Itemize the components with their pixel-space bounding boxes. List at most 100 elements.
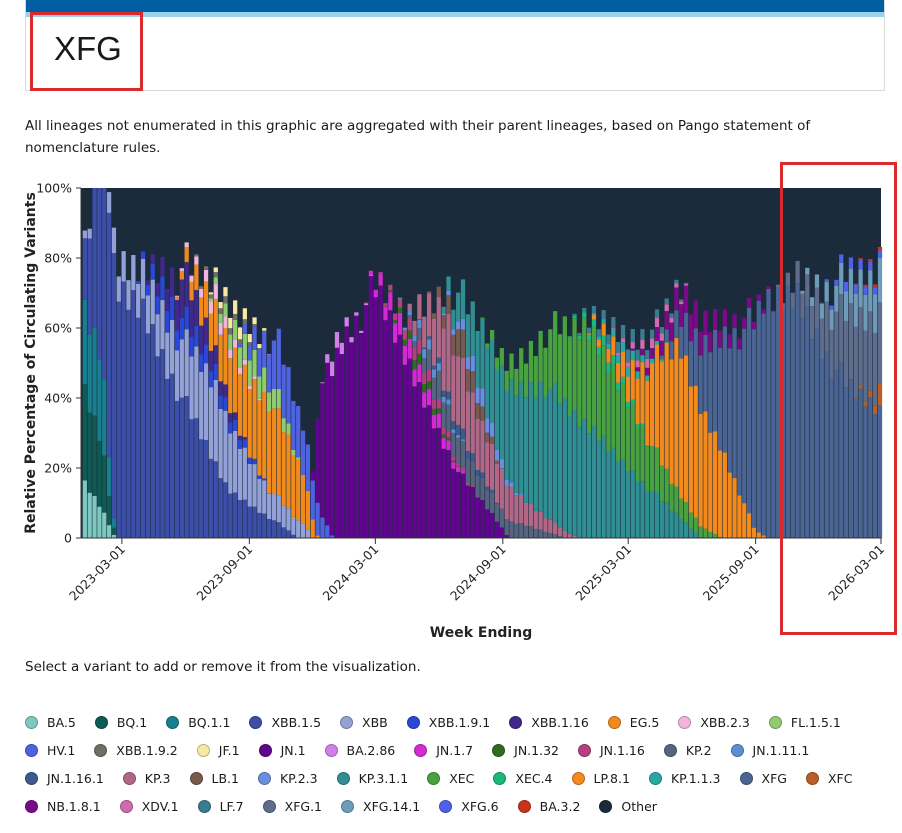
bar-segment-jn-1-16 [460,467,466,471]
legend-item-xec[interactable]: XEC [427,769,474,787]
legend-item-lf-7[interactable]: LF.7 [197,797,244,815]
legend-item-ba-5[interactable]: BA.5 [25,713,76,731]
legend-item-ba-3-2[interactable]: BA.3.2 [517,797,580,815]
legend-item-jn-1-16[interactable]: JN.1.16 [577,741,645,759]
legend-item-fl-1-5-1[interactable]: FL.1.5.1 [768,713,841,731]
bar-segment-xec [523,363,529,398]
bar-segment-jn-1-32 [397,307,403,313]
legend-item-jn-1-11-1[interactable]: JN.1.11.1 [730,741,809,759]
bar-segment-lp-8-1 [669,359,674,485]
bar-segment-kp-2-3 [514,492,519,496]
bar-segment-xec [514,368,519,396]
legend-item-nb-1-8-1[interactable]: NB.1.8.1 [25,797,101,815]
bar-segment-xec [640,425,645,482]
bar-segment-jn-1 [480,500,485,538]
bar-segment-jf-1 [233,300,238,314]
legend-item-xbb-1-9-1[interactable]: XBB.1.9.1 [406,713,490,731]
bar-segment-xfg-1 [824,301,829,352]
legend-item-ba-2-86[interactable]: BA.2.86 [324,741,395,759]
legend-item-xbb-2-3[interactable]: XBB.2.3 [678,713,750,731]
bar-segment-jn-1-16 [446,431,451,438]
legend-item-jf-1[interactable]: JF.1 [196,741,240,759]
legend-item-jn-1-32[interactable]: JN.1.32 [492,741,559,759]
bar-segment-jn-1-7 [412,369,417,387]
legend-item-xfg-1[interactable]: XFG.1 [262,797,322,815]
bar-segment-nb-1-8-1 [640,348,645,356]
legend-item-xec-4[interactable]: XEC.4 [493,769,553,787]
bar-segment-xbb-2-3 [223,316,228,328]
bar-segment-eg-5 [228,358,233,414]
legend-item-bq-1[interactable]: BQ.1 [94,713,147,731]
legend-item-lb-1[interactable]: LB.1 [189,769,239,787]
bar-segment-kp-2 [543,531,548,538]
legend-item-kp-3-1-1[interactable]: KP.3.1.1 [336,769,408,787]
bar-segment-fl-1-5-1 [252,349,257,377]
legend-item-xbb-1-5[interactable]: XBB.1.5 [249,713,321,731]
legend-item-xfc[interactable]: XFC [805,769,852,787]
legend-item-eg-5[interactable]: EG.5 [607,713,659,731]
bar-segment-lp-8-1 [732,478,737,538]
bar-segment-xfg [674,310,679,338]
bar-segment-bq-1-1 [102,379,107,456]
bar-segment-jn-1 [388,310,393,538]
bar-segment-kp-2 [436,370,441,400]
bar-segment-xfg-1 [839,293,844,363]
bar-segment-xfg [877,405,883,538]
bar-segment-kp-3 [538,511,543,530]
bar-segment-xbb [145,295,151,334]
bar-segment-hv-1 [291,400,296,450]
bar-segment-xbb-1-9-2 [194,254,199,257]
bar-segment-xfg-1 [795,260,800,284]
bar-segment-xbb-1-9-2 [208,294,214,299]
bar-segment-kp-3-1-1 [519,381,524,494]
bar-segment-kp-3 [490,444,495,490]
bar-segment-nb-1-8-1 [674,287,679,311]
bar-segment-kp-1-1-3 [591,312,597,315]
bar-segment-hv-1 [262,331,267,368]
legend-item-xfg-14-1[interactable]: XFG.14.1 [341,797,420,815]
bar-segment-kp-2-3 [504,479,509,486]
legend-item-jn-1[interactable]: JN.1 [258,741,306,759]
legend-item-other[interactable]: Other [599,797,657,815]
legend-item-kp-2[interactable]: KP.2 [663,741,712,759]
legend-item-kp-1-1-3[interactable]: KP.1.1.3 [648,769,721,787]
bar-segment-hv-1 [325,525,330,538]
legend-item-jn-1-16-1[interactable]: JN.1.16.1 [25,769,104,787]
bar-segment-jn-1-7 [368,270,374,276]
legend-item-jn-1-7[interactable]: JN.1.7 [414,741,473,759]
bar-segment-jn-1-16-1 [460,428,466,440]
bar-segment-xbb-1-9-1 [218,395,223,409]
legend-item-kp-2-3[interactable]: KP.2.3 [257,769,318,787]
bar-segment-xbb-1-16 [223,384,228,398]
bar-segment-xfg [771,311,776,538]
bar-segment-xbb-1-9-1 [189,336,194,357]
bar-segment-jn-1 [354,315,359,538]
bar-segment-lf-7 [654,309,660,318]
bar-segment-xbb-2-3 [233,339,238,348]
legend-item-xbb-1-16[interactable]: XBB.1.16 [509,713,589,731]
legend-item-hv-1[interactable]: HV.1 [25,741,75,759]
bar-segment-xbb [160,300,165,350]
bar-segment-xbb-1-5 [194,418,199,538]
bar-segment-xbb [121,251,126,282]
bar-segment-jn-1 [412,386,417,538]
bar-segment-xec [616,390,621,462]
legend-item-xfg[interactable]: XFG [739,769,787,787]
bar-segment-jn-1-16-1 [456,424,461,436]
legend-item-xfg-6[interactable]: XFG.6 [439,797,499,815]
legend-item-lp-8-1[interactable]: LP.8.1 [571,769,630,787]
bar-segment-xbb-1-5 [189,419,194,538]
legend-item-kp-3[interactable]: KP.3 [122,769,171,787]
legend-item-xdv-1[interactable]: XDV.1 [119,797,179,815]
bar-segment-lp-8-1 [722,452,727,538]
legend-item-bq-1-1[interactable]: BQ.1.1 [166,713,230,731]
bar-segment-xbb-1-5 [116,301,121,538]
bar-segment-fl-1-5-1 [276,388,281,409]
legend-item-xbb[interactable]: XBB [340,713,388,731]
bar-segment-jn-1-16-1 [485,486,490,491]
bar-segment-lf-7 [586,327,592,333]
bar-segment-jn-1-7 [383,306,388,321]
legend-item-xbb-1-9-2[interactable]: XBB.1.9.2 [94,741,178,759]
bar-segment-kp-3 [562,530,567,538]
bar-segment-xfg-14-1 [824,282,829,302]
